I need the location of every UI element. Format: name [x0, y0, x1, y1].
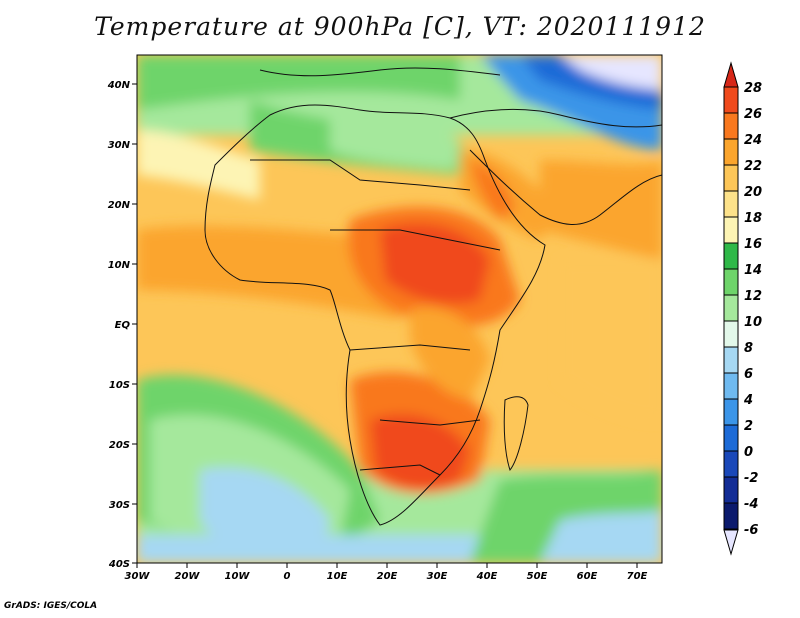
- colorbar-label: 12: [744, 289, 762, 304]
- colorbar-label: 26: [744, 107, 762, 122]
- lat-tick: 10S: [109, 380, 130, 391]
- colorbar-label: 18: [744, 211, 762, 226]
- lat-tick: 20S: [109, 440, 130, 451]
- lon-tick: 10E: [327, 571, 348, 582]
- lon-tick: 40E: [476, 571, 498, 582]
- colorbar: 28 26 24 22 20 18 16 14 12 10 8 6 4 2 0 …: [723, 61, 762, 556]
- colorbar-label: 28: [744, 81, 762, 96]
- colorbar-box: [723, 476, 739, 504]
- lon-tick: 0: [284, 571, 291, 582]
- colorbar-label: 8: [744, 341, 753, 356]
- lon-tick: 30W: [125, 571, 151, 582]
- lat-tick: 30S: [109, 500, 130, 511]
- colorbar-box: [723, 216, 739, 244]
- colorbar-box: [723, 424, 739, 452]
- lat-tick: 20N: [108, 200, 131, 211]
- colorbar-box: [723, 112, 739, 140]
- colorbar-top-arrow: [723, 61, 739, 88]
- map-title: Temperature at 900hPa [C], VT: 202011191…: [94, 12, 706, 41]
- credit-text: GrADS: IGES/COLA: [4, 601, 98, 611]
- colorbar-box: [723, 398, 739, 426]
- colorbar-label: -4: [744, 497, 758, 512]
- temperature-field: [137, 55, 662, 563]
- colorbar-label: -6: [744, 523, 758, 538]
- colorbar-label: 16: [744, 237, 762, 252]
- lat-tick: 10N: [108, 260, 131, 271]
- colorbar-label: 20: [744, 185, 762, 200]
- lon-tick: 30E: [427, 571, 448, 582]
- colorbar-label: -2: [744, 471, 758, 486]
- lon-tick: 50E: [527, 571, 548, 582]
- colorbar-box: [723, 372, 739, 400]
- colorbar-box: [723, 242, 739, 270]
- colorbar-label: 24: [744, 133, 762, 148]
- coastlines: [204, 67, 662, 526]
- colorbar-box: [723, 294, 739, 322]
- colorbar-label: 0: [744, 445, 753, 460]
- colorbar-box: [723, 450, 739, 478]
- colorbar-box: [723, 138, 739, 166]
- colorbar-label: 14: [744, 263, 762, 278]
- colorbar-box: [723, 346, 739, 374]
- lon-tick: 10W: [225, 571, 251, 582]
- colorbar-label: 22: [744, 159, 762, 174]
- colorbar-box: [723, 164, 739, 192]
- map-frame: [136, 54, 663, 564]
- lon-axis: 30W 20W 10W 0 10E 20E 30E 40E 50E 60E 70…: [125, 563, 648, 582]
- colorbar-box: [723, 190, 739, 218]
- lat-tick: EQ: [115, 320, 131, 331]
- lon-tick: 20E: [377, 571, 398, 582]
- colorbar-label: 4: [743, 393, 753, 408]
- colorbar-box: [723, 86, 739, 114]
- colorbar-boxes: [723, 86, 739, 530]
- lat-tick: 40S: [108, 559, 130, 570]
- lat-tick: 40N: [107, 80, 131, 91]
- colorbar-bottom-arrow: [723, 529, 739, 556]
- colorbar-label: 6: [744, 367, 753, 382]
- colorbar-box: [723, 268, 739, 296]
- colorbar-box: [723, 320, 739, 348]
- colorbar-label: 2: [744, 419, 753, 434]
- lat-axis: 40N 30N 20N 10N EQ 10S 20S 30S 40S: [107, 80, 137, 570]
- lon-tick: 70E: [627, 571, 648, 582]
- lat-tick: 30N: [108, 140, 131, 151]
- lon-tick: 60E: [577, 571, 598, 582]
- colorbar-label: 10: [744, 315, 762, 330]
- colorbar-box: [723, 502, 739, 530]
- lon-tick: 20W: [175, 571, 201, 582]
